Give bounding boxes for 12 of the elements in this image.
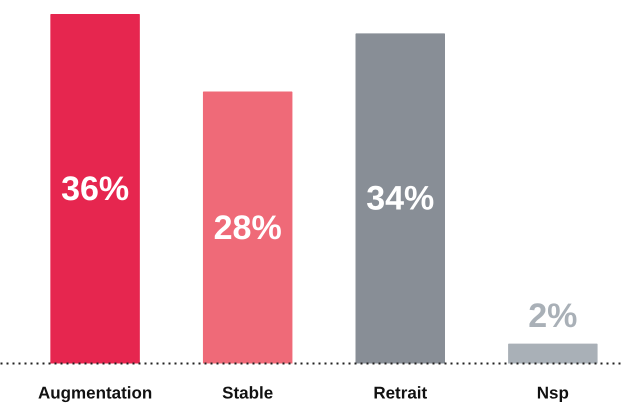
data-label: 28% <box>214 208 282 247</box>
bar <box>202 92 292 364</box>
data-label: 36% <box>61 170 130 208</box>
bar <box>508 344 598 364</box>
x-tick-label: Stable <box>222 384 274 402</box>
x-tick-label: Augmentation <box>38 384 152 402</box>
bar <box>356 33 446 364</box>
data-label: 2% <box>528 297 578 336</box>
data-label: 34% <box>366 180 434 218</box>
x-tick-label: Retrait <box>373 384 428 402</box>
bar <box>50 14 140 364</box>
x-tick-label: Nsp <box>536 384 569 402</box>
